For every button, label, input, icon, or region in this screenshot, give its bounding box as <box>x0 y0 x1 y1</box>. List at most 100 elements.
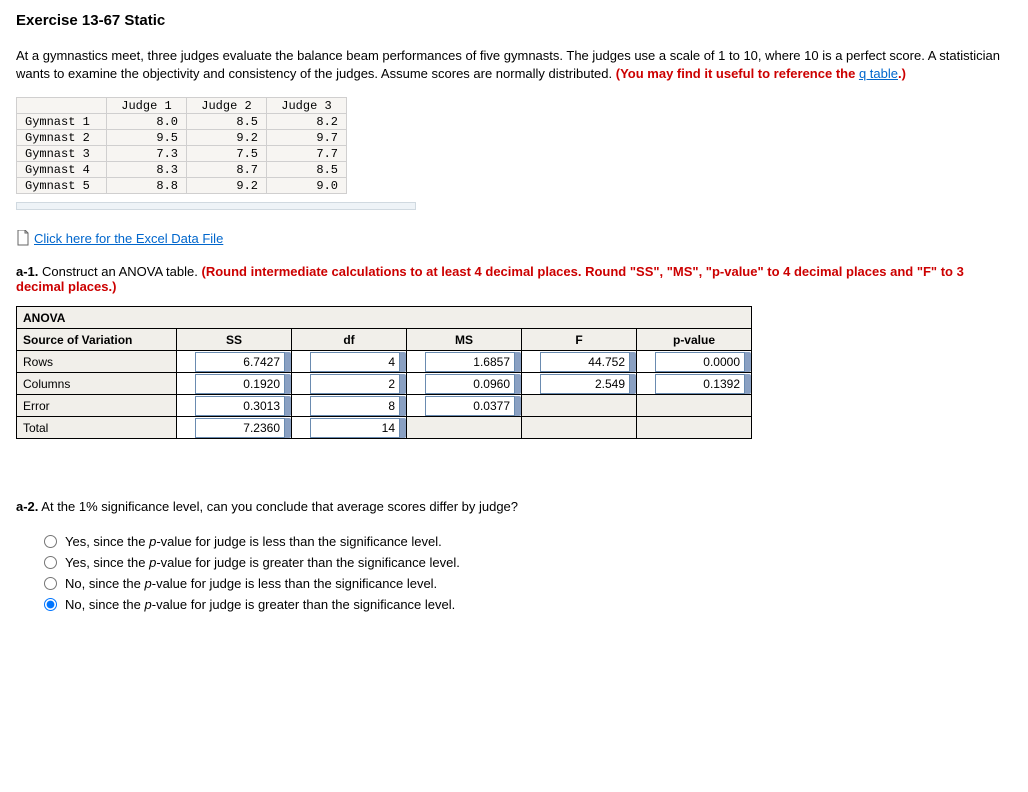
df-input[interactable] <box>310 418 400 438</box>
drag-handle-icon[interactable] <box>515 374 521 394</box>
drag-handle-icon[interactable] <box>745 352 751 372</box>
ms-input[interactable] <box>425 352 515 372</box>
question-a1: a-1. Construct an ANOVA table. (Round in… <box>16 264 1012 294</box>
intro-red-2: .) <box>898 66 906 81</box>
row-label: Gymnast 1 <box>17 114 107 130</box>
df-input[interactable] <box>310 352 400 372</box>
score-cell: 9.7 <box>267 130 347 146</box>
p-input[interactable] <box>655 352 745 372</box>
score-cell: 7.3 <box>107 146 187 162</box>
anova-row-label: Columns <box>17 373 177 395</box>
col-source: Source of Variation <box>17 329 177 351</box>
drag-handle-icon[interactable] <box>745 374 751 394</box>
col-df: df <box>292 329 407 351</box>
anova-row-columns: Columns <box>17 373 752 395</box>
radio-option-3[interactable] <box>44 577 57 590</box>
drag-handle-icon[interactable] <box>285 396 291 416</box>
option-1[interactable]: Yes, since the p-value for judge is less… <box>44 534 1012 549</box>
anova-row-label: Error <box>17 395 177 417</box>
scores-table: Judge 1 Judge 2 Judge 3 Gymnast 1 8.0 8.… <box>16 97 347 194</box>
score-cell: 8.8 <box>107 178 187 194</box>
intro-red-1: (You may find it useful to reference the <box>616 66 859 81</box>
option-2[interactable]: Yes, since the p-value for judge is grea… <box>44 555 1012 570</box>
p-input[interactable] <box>655 374 745 394</box>
drag-handle-icon[interactable] <box>400 374 406 394</box>
ss-input[interactable] <box>195 352 285 372</box>
table-row: Gymnast 1 8.0 8.5 8.2 <box>17 114 347 130</box>
radio-option-2[interactable] <box>44 556 57 569</box>
option-text: Yes, since the p-value for judge is less… <box>65 534 442 549</box>
score-cell: 9.0 <box>267 178 347 194</box>
file-icon <box>16 230 30 246</box>
row-label: Gymnast 3 <box>17 146 107 162</box>
col-ss: SS <box>177 329 292 351</box>
empty-cell <box>522 417 637 439</box>
anova-row-rows: Rows <box>17 351 752 373</box>
drag-handle-icon[interactable] <box>630 374 636 394</box>
option-4[interactable]: No, since the p-value for judge is great… <box>44 597 1012 612</box>
blank-header <box>17 98 107 114</box>
table-row: Gymnast 4 8.3 8.7 8.5 <box>17 162 347 178</box>
drag-handle-icon[interactable] <box>400 396 406 416</box>
scores-header-row: Judge 1 Judge 2 Judge 3 <box>17 98 347 114</box>
f-input[interactable] <box>540 352 630 372</box>
anova-header-row: Source of Variation SS df MS F p-value <box>17 329 752 351</box>
intro-paragraph: At a gymnastics meet, three judges evalu… <box>16 47 1012 83</box>
df-input[interactable] <box>310 396 400 416</box>
row-label: Gymnast 4 <box>17 162 107 178</box>
ms-input[interactable] <box>425 374 515 394</box>
drag-handle-icon[interactable] <box>285 352 291 372</box>
option-text: No, since the p-value for judge is less … <box>65 576 437 591</box>
radio-option-1[interactable] <box>44 535 57 548</box>
question-a2: a-2. At the 1% significance level, can y… <box>16 499 1012 514</box>
anova-table: ANOVA Source of Variation SS df MS F p-v… <box>16 306 752 439</box>
col-pvalue: p-value <box>637 329 752 351</box>
score-cell: 9.2 <box>187 178 267 194</box>
empty-cell <box>637 417 752 439</box>
col-ms: MS <box>407 329 522 351</box>
q-a2-label: a-2. <box>16 499 38 514</box>
q-a1-label: a-1. <box>16 264 38 279</box>
score-cell: 8.7 <box>187 162 267 178</box>
q-table-link[interactable]: q table <box>859 66 898 81</box>
col-judge-1: Judge 1 <box>107 98 187 114</box>
excel-link-row: Click here for the Excel Data File <box>16 230 1012 246</box>
drag-handle-icon[interactable] <box>285 374 291 394</box>
score-cell: 8.0 <box>107 114 187 130</box>
option-3[interactable]: No, since the p-value for judge is less … <box>44 576 1012 591</box>
empty-cell <box>637 395 752 417</box>
col-f: F <box>522 329 637 351</box>
table-row: Gymnast 2 9.5 9.2 9.7 <box>17 130 347 146</box>
drag-handle-icon[interactable] <box>630 352 636 372</box>
ms-input[interactable] <box>425 396 515 416</box>
df-input[interactable] <box>310 374 400 394</box>
empty-cell <box>407 417 522 439</box>
col-judge-3: Judge 3 <box>267 98 347 114</box>
anova-row-label: Total <box>17 417 177 439</box>
option-text: Yes, since the p-value for judge is grea… <box>65 555 460 570</box>
table-row: Gymnast 5 8.8 9.2 9.0 <box>17 178 347 194</box>
ss-input[interactable] <box>195 418 285 438</box>
excel-data-link[interactable]: Click here for the Excel Data File <box>34 231 223 246</box>
col-judge-2: Judge 2 <box>187 98 267 114</box>
row-label: Gymnast 2 <box>17 130 107 146</box>
q-a2-text: At the 1% significance level, can you co… <box>38 499 518 514</box>
radio-option-4[interactable] <box>44 598 57 611</box>
options-group: Yes, since the p-value for judge is less… <box>16 534 1012 612</box>
score-cell: 9.5 <box>107 130 187 146</box>
anova-row-total: Total <box>17 417 752 439</box>
drag-handle-icon[interactable] <box>400 352 406 372</box>
table-row: Gymnast 3 7.3 7.5 7.7 <box>17 146 347 162</box>
anova-row-error: Error <box>17 395 752 417</box>
ss-input[interactable] <box>195 374 285 394</box>
drag-handle-icon[interactable] <box>515 396 521 416</box>
score-cell: 9.2 <box>187 130 267 146</box>
drag-handle-icon[interactable] <box>400 418 406 438</box>
exercise-title: Exercise 13-67 Static <box>16 12 1012 29</box>
score-cell: 8.2 <box>267 114 347 130</box>
f-input[interactable] <box>540 374 630 394</box>
drag-handle-icon[interactable] <box>515 352 521 372</box>
ss-input[interactable] <box>195 396 285 416</box>
empty-cell <box>522 395 637 417</box>
drag-handle-icon[interactable] <box>285 418 291 438</box>
